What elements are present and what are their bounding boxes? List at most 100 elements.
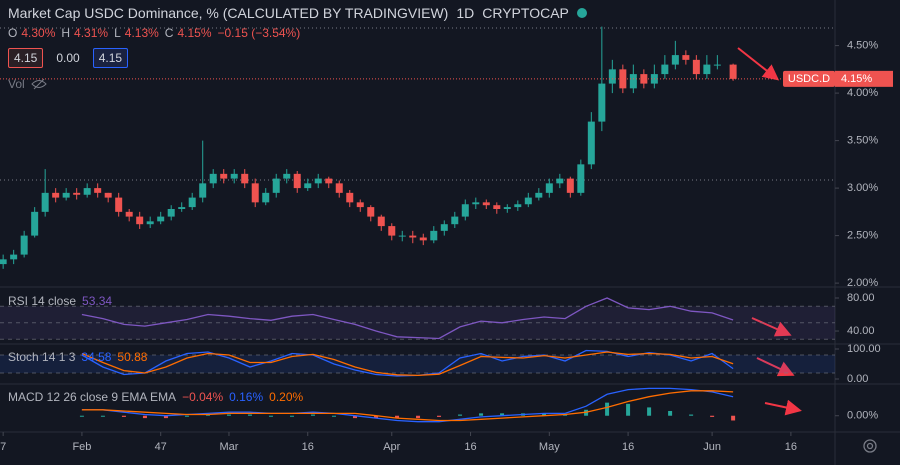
candle-body — [335, 183, 343, 193]
price-tag-bg — [835, 70, 893, 87]
ohlc-key: C — [164, 26, 174, 40]
ohlc-key: O — [8, 26, 18, 40]
histogram-bar — [289, 415, 294, 417]
candle-body — [703, 64, 711, 75]
volume-label: Vol — [8, 77, 25, 91]
x-tick-label: Jun — [703, 441, 721, 453]
candle-body — [430, 230, 438, 241]
candle-body — [388, 226, 396, 236]
y-tick-label: 3.50% — [847, 135, 878, 147]
candle-body — [713, 64, 721, 66]
arrow — [756, 357, 795, 377]
candle-body — [10, 254, 18, 260]
candle-body — [283, 173, 291, 179]
candle-body — [146, 221, 154, 225]
ohlc-legend: O 4.30% H 4.31% L 4.13% C 4.15% −0.15 (−3.54%) — [8, 26, 300, 40]
annotation-arrows — [737, 47, 802, 416]
candle-body — [671, 55, 679, 65]
histogram-bar — [479, 413, 484, 416]
indicator-title: Stoch 14 1 3 — [8, 350, 76, 364]
arrow — [737, 47, 780, 81]
x-tick-label: May — [539, 441, 560, 453]
symbol-header: Market Cap USDC Dominance, % (CALCULATED… — [8, 5, 587, 21]
candle-body — [482, 202, 490, 206]
indicator-value: −0.04% — [182, 390, 224, 404]
symbol-tag: USDC.D — [788, 73, 830, 85]
candle-body — [94, 188, 102, 193]
histogram-bar — [310, 414, 315, 416]
indicator-value: 34.58 — [81, 350, 112, 364]
y-tick-label: 80.00 — [847, 292, 875, 304]
histogram-bar — [437, 415, 442, 417]
histogram-bar — [689, 414, 694, 416]
candle-body — [377, 216, 385, 227]
interval[interactable]: 1D — [456, 5, 475, 21]
histogram-bar — [626, 403, 631, 416]
candle-body — [251, 183, 259, 203]
histogram-bar — [416, 415, 421, 419]
histogram-bar — [647, 407, 652, 416]
indicator-legend: RSI 14 close 53.34 — [8, 294, 112, 308]
ohlc-value: 4.15% — [177, 26, 212, 40]
candle-body — [167, 209, 175, 217]
candle-body — [587, 121, 595, 165]
candle-body — [556, 178, 564, 184]
candle-body — [115, 197, 123, 212]
symbol-title: Market Cap USDC Dominance, % (CALCULATED… — [8, 5, 449, 21]
pane: 0.00% — [79, 387, 878, 423]
indicator-value: 0.16% — [229, 390, 264, 404]
histogram-bar — [268, 415, 273, 417]
candle-body — [503, 207, 511, 209]
indicator-title: MACD 12 26 close 9 EMA EMA — [8, 390, 177, 404]
y-tick-label: 3.00% — [847, 182, 878, 194]
candle-body — [73, 192, 81, 195]
band-fill — [0, 355, 835, 374]
ohlc-value: 4.31% — [74, 26, 109, 40]
candle-body — [304, 183, 312, 189]
sell-box[interactable]: 4.15 — [8, 48, 44, 68]
candle-body — [577, 164, 585, 193]
candle-body — [461, 204, 469, 217]
change: −0.15 (−3.54%) — [217, 26, 301, 40]
x-tick-label: Apr — [383, 441, 400, 453]
histogram-bar — [668, 410, 673, 416]
x-tick-label: 16 — [302, 441, 314, 453]
pane: 40.00 80.00 — [0, 292, 875, 340]
candle-body — [619, 69, 627, 89]
ohlc-value: 4.13% — [124, 26, 159, 40]
x-tick-label: 16 — [785, 441, 797, 453]
y-tick-label: 100.00 — [847, 343, 881, 355]
histogram-bar — [121, 415, 126, 417]
x-tick-label: 47 — [155, 441, 167, 453]
candle-body — [20, 235, 28, 255]
candle-body — [640, 74, 648, 84]
candle-body — [178, 207, 186, 209]
candle-body — [230, 173, 238, 179]
candle-body — [367, 207, 375, 217]
candle-body — [31, 211, 39, 236]
candle-body — [220, 173, 228, 179]
candle-body — [346, 192, 354, 203]
candle-body — [692, 59, 700, 75]
candle-body — [535, 192, 543, 198]
ohlc-value: 4.30% — [21, 26, 56, 40]
x-tick-label: 16 — [464, 441, 476, 453]
y-tick-label: 0.00 — [847, 373, 868, 385]
histogram-bar — [100, 415, 105, 417]
candle-body — [472, 202, 480, 205]
y-tick-label: 2.50% — [847, 230, 878, 242]
candle-body — [524, 197, 532, 205]
candle-body — [440, 224, 448, 231]
arrow — [751, 317, 792, 337]
candle-body — [241, 173, 249, 184]
histogram-bar — [184, 415, 189, 417]
candle-body — [209, 173, 217, 184]
buy-box[interactable]: 4.15 — [92, 48, 129, 68]
settings-icon[interactable] — [863, 439, 877, 453]
eye-icon[interactable] — [30, 78, 47, 90]
spread: 0.00 — [56, 51, 80, 65]
exchange: CRYPTOCAP — [482, 5, 569, 21]
histogram-bar — [500, 413, 505, 416]
candle-body — [514, 204, 522, 208]
